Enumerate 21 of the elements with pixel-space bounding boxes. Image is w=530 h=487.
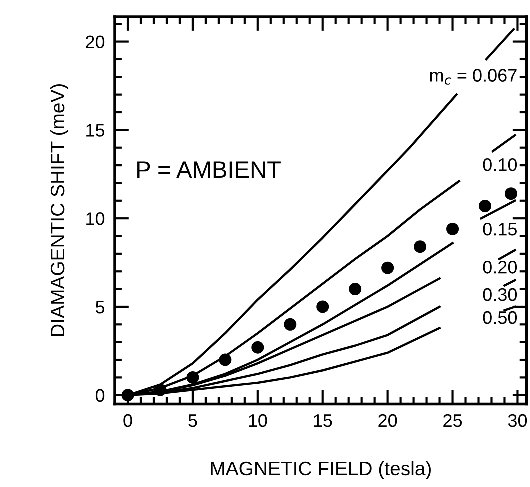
legend-label: 0.15	[483, 223, 517, 236]
legend-label: 0.50	[483, 311, 518, 324]
x-tick-label: 5	[188, 414, 198, 428]
y-tick-label: 15	[86, 124, 105, 137]
annotation: P = AMBIENT	[138, 162, 281, 178]
legend-label: 0.10	[483, 158, 518, 172]
x-tick-label: 25	[444, 414, 462, 428]
legend-label: m$_{c}$ = 0.067	[430, 69, 517, 85]
x-axis-title: MAGNETIC FIELD (tesla)	[211, 461, 431, 480]
x-tick-label: 10	[249, 414, 268, 428]
y-tick-label: 20	[86, 36, 105, 49]
x-tick-label: 15	[314, 414, 332, 428]
x-tick-label: 20	[378, 414, 398, 428]
x-tick-label: 0	[124, 414, 132, 428]
y-axis-title: DIAMAGENTIC SHIFT (meV)	[50, 84, 69, 336]
legend-label: 0.20	[483, 261, 518, 274]
y-tick-label: 0	[96, 389, 105, 402]
x-tick-label: 30	[508, 414, 528, 428]
y-tick-label: 10	[86, 212, 105, 226]
y-tick-label: 5	[96, 301, 105, 314]
legend-label: 0.30	[483, 288, 518, 302]
